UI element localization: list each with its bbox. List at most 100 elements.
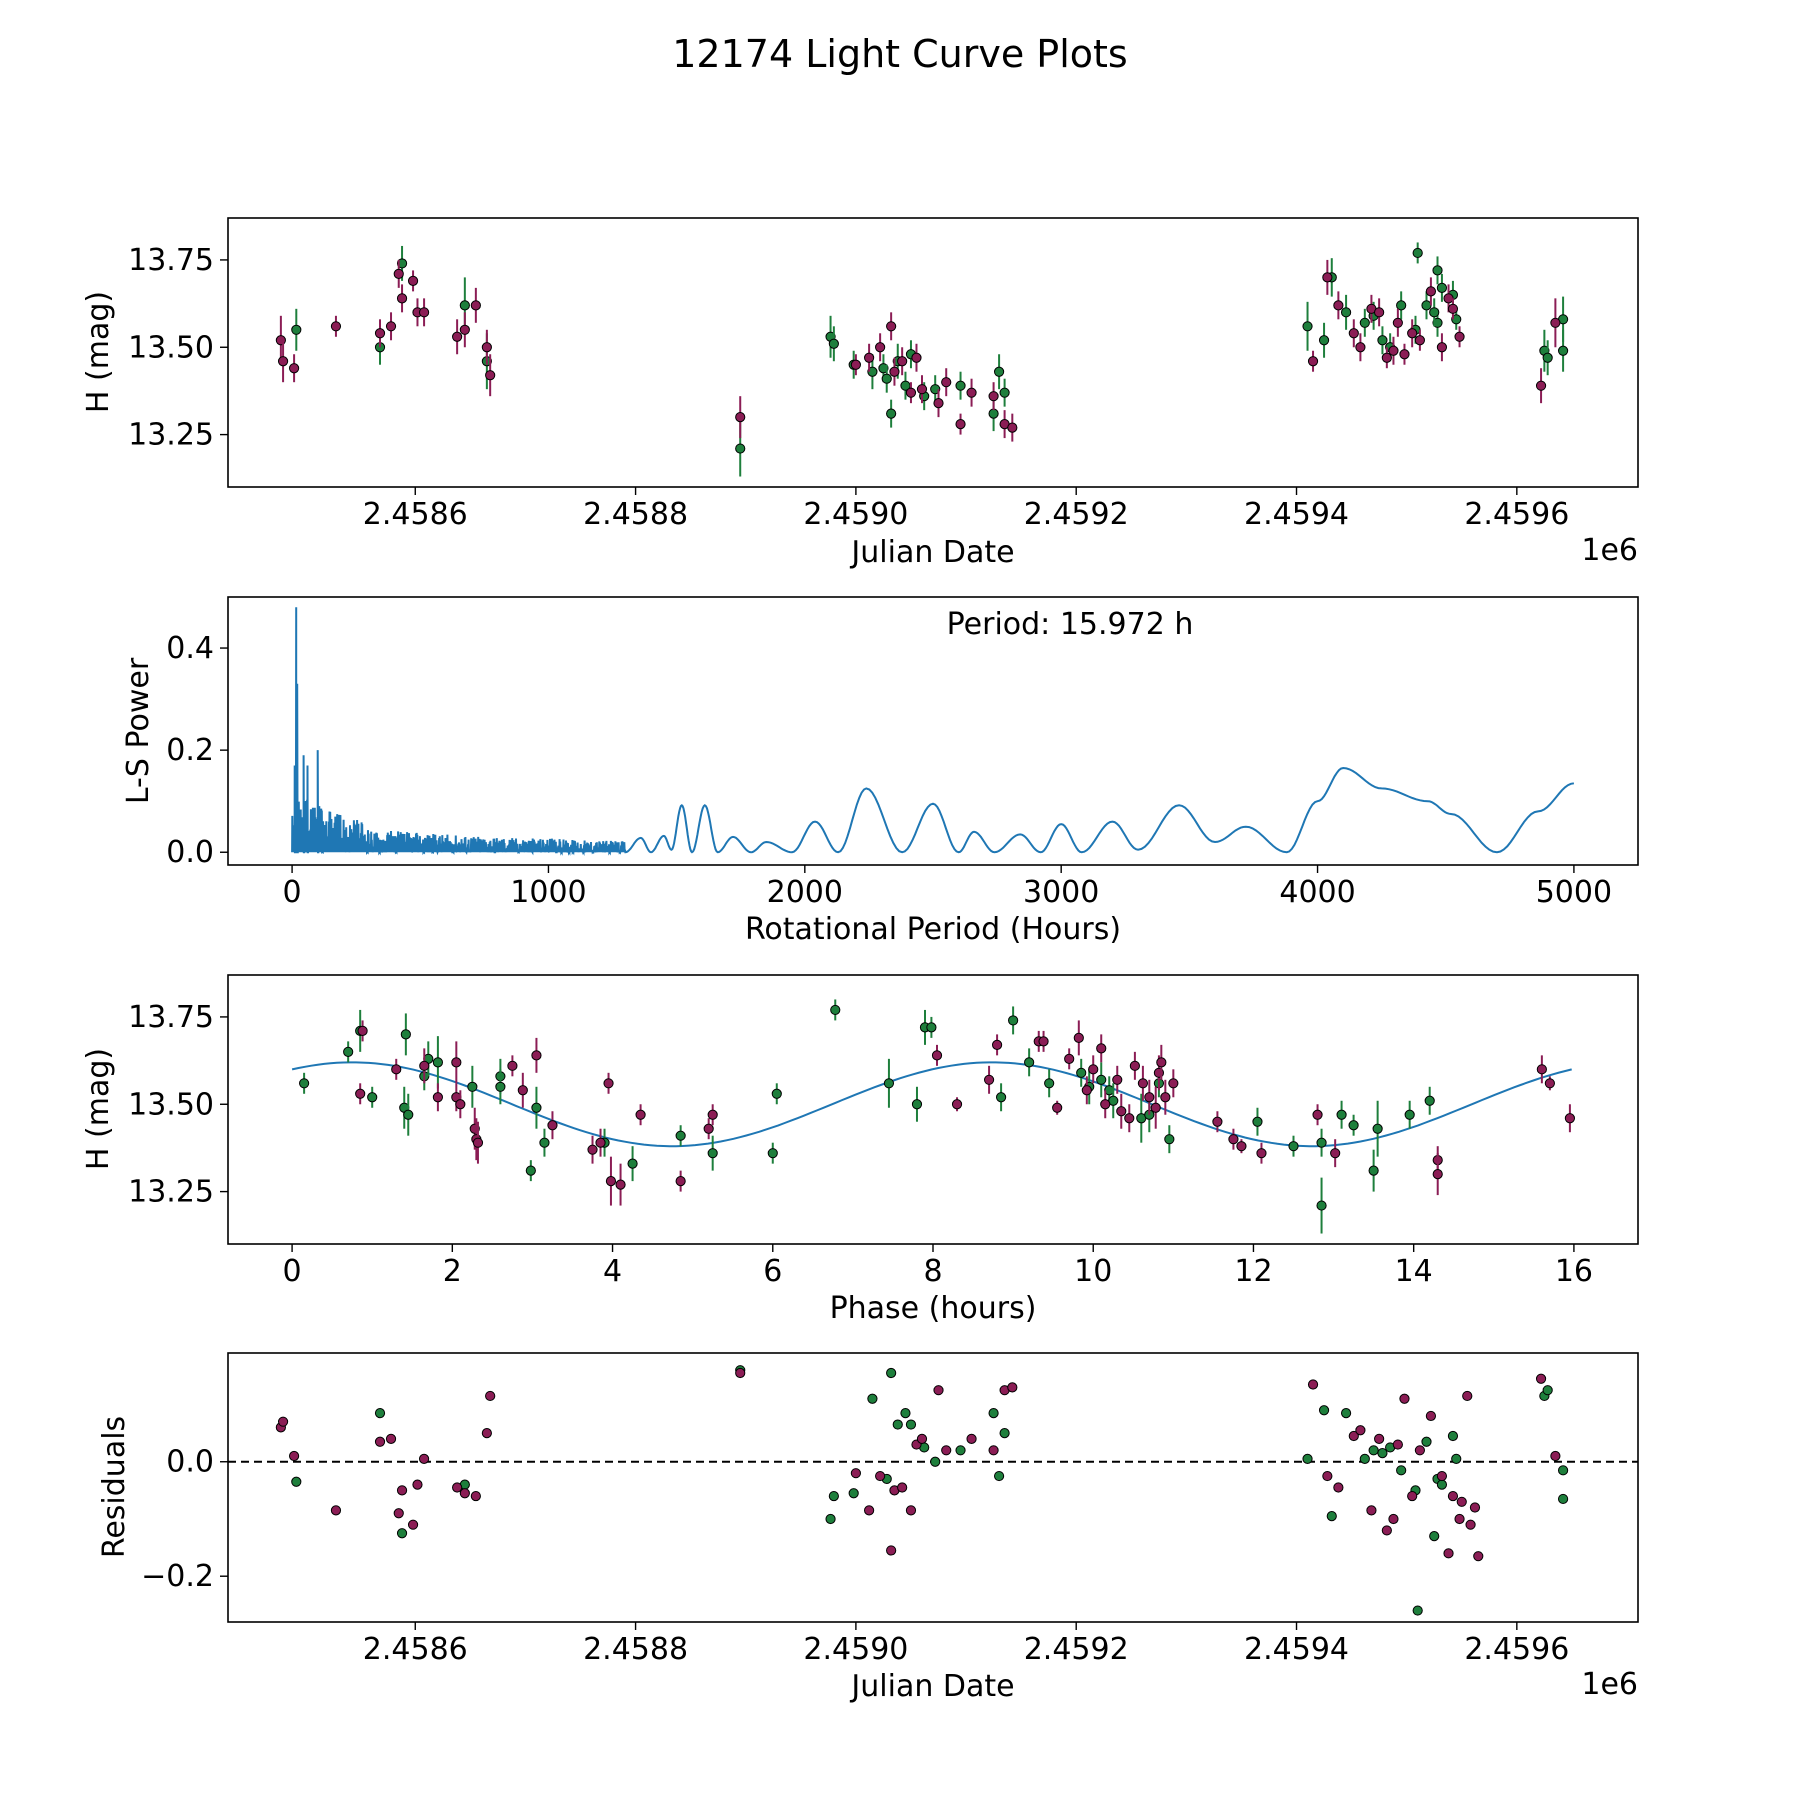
green-data-point xyxy=(1396,300,1407,311)
x-ticks: 0 2 4 6 8 10 12 14 16 xyxy=(283,1244,1593,1289)
purple-data-point xyxy=(1407,328,1418,339)
green-data-point xyxy=(1076,1067,1087,1078)
x-tick-label: 2.4594 xyxy=(1244,1632,1349,1667)
x-axis-label: Julian Date xyxy=(849,535,1014,570)
x-axis-label: Julian Date xyxy=(849,1669,1014,1704)
purple-data-point xyxy=(1443,293,1454,304)
purple-data-point xyxy=(412,1479,423,1490)
periodogram-marks xyxy=(291,607,1575,856)
x-tick-label: 2.4592 xyxy=(1024,497,1129,532)
green-data-point xyxy=(343,1046,354,1057)
green-data-point xyxy=(930,384,941,395)
green-data-point xyxy=(926,1022,937,1033)
green-data-point xyxy=(955,380,966,391)
purple-data-point xyxy=(517,1085,528,1096)
x-ticks: 2.4586 2.4588 2.4590 2.4592 2.4594 2.4596 xyxy=(363,487,1569,532)
purple-data-point xyxy=(966,1433,977,1444)
plot-frame xyxy=(227,974,1639,1245)
green-data-point xyxy=(1377,1448,1388,1459)
purple-data-point xyxy=(1124,1113,1135,1124)
purple-data-point xyxy=(452,331,463,342)
green-data-point xyxy=(1164,1134,1175,1145)
purple-data-point xyxy=(1333,300,1344,311)
green-data-point xyxy=(905,1419,917,1430)
purple-data-point xyxy=(707,1109,718,1120)
purple-data-point xyxy=(675,1176,686,1187)
purple-data-point xyxy=(1007,1382,1018,1393)
green-data-point xyxy=(1396,1465,1407,1476)
green-data-point xyxy=(767,1148,778,1159)
green-data-point xyxy=(1302,1453,1313,1464)
purple-data-point xyxy=(1236,1141,1247,1152)
purple-data-point xyxy=(1381,352,1392,363)
x-tick-label: 4 xyxy=(603,1254,622,1289)
y-tick-label: 13.50 xyxy=(128,1087,214,1122)
purple-data-point xyxy=(635,1109,646,1120)
purple-data-point xyxy=(1432,1169,1443,1180)
figure-title: 12174 Light Curve Plots xyxy=(672,32,1127,76)
purple-data-point xyxy=(432,1092,443,1103)
green-data-point xyxy=(1429,1531,1440,1542)
plot-frame xyxy=(227,217,1639,488)
purple-data-point xyxy=(1330,1148,1341,1159)
green-data-point xyxy=(1340,307,1352,318)
purple-data-point xyxy=(452,1482,463,1493)
green-data-point xyxy=(878,363,889,374)
purple-data-point xyxy=(451,1057,462,1068)
x-tick-label: 14 xyxy=(1395,1254,1433,1289)
purple-data-point xyxy=(1425,1410,1437,1422)
green-data-point xyxy=(1316,1200,1327,1211)
purple-data-point xyxy=(988,391,999,402)
x-tick-label: 0 xyxy=(283,875,302,910)
purple-data-point xyxy=(1535,380,1547,391)
green-data-point xyxy=(531,1102,542,1113)
green-data-point xyxy=(1044,1078,1055,1089)
purple-data-point xyxy=(1392,317,1403,328)
purple-data-point xyxy=(1052,1102,1063,1113)
purple-data-point xyxy=(470,1490,481,1502)
green-data-point xyxy=(1316,1137,1327,1148)
purple-data-point xyxy=(931,1050,943,1061)
green-data-point xyxy=(467,1081,478,1092)
purple-data-point xyxy=(735,412,746,423)
green-data-point xyxy=(828,338,839,349)
green-data-point xyxy=(1348,1120,1359,1131)
x-tick-label: 2.4592 xyxy=(1024,1632,1129,1667)
green-data-point xyxy=(403,1109,414,1120)
purple-data-point xyxy=(1443,1548,1454,1559)
purple-data-point xyxy=(481,1428,492,1439)
y-axis-label: H (mag) xyxy=(81,291,116,413)
purple-data-point xyxy=(393,268,404,279)
green-data-point xyxy=(1451,314,1462,325)
x-tick-label: 4000 xyxy=(1279,875,1355,910)
green-data-point xyxy=(539,1137,550,1148)
green-data-point xyxy=(930,1456,941,1467)
model-fit-curve xyxy=(291,1061,1572,1148)
green-data-point xyxy=(999,1428,1010,1439)
green-data-point xyxy=(955,1445,966,1456)
purple-data-point xyxy=(1168,1078,1179,1089)
purple-data-point xyxy=(1322,272,1333,283)
purple-data-point xyxy=(330,1505,342,1516)
green-data-point xyxy=(848,1488,859,1499)
purple-data-point xyxy=(941,377,952,388)
purple-data-point xyxy=(1388,1513,1399,1525)
green-data-point xyxy=(1377,335,1388,346)
purple-data-point xyxy=(391,1064,402,1075)
purple-data-point xyxy=(407,275,419,286)
green-data-point xyxy=(1436,1479,1448,1490)
green-data-point xyxy=(291,1476,302,1487)
green-data-point xyxy=(886,408,897,419)
purple-data-point xyxy=(1116,1106,1127,1117)
panel-periodogram: 0 1000 2000 3000 4000 5000 0.0 0.2 0.4 Period: … xyxy=(121,596,1639,947)
purple-data-point xyxy=(1456,1496,1467,1507)
green-data-point xyxy=(1542,352,1553,363)
purple-data-point xyxy=(1333,1482,1344,1493)
purple-data-point xyxy=(1212,1116,1223,1127)
purple-data-point xyxy=(1307,1379,1319,1390)
green-data-point xyxy=(1024,1057,1035,1068)
purple-data-point xyxy=(1425,286,1437,297)
period-annotation: Period: 15.972 h xyxy=(947,607,1194,642)
purple-data-point xyxy=(419,1060,430,1071)
purple-data-point xyxy=(875,1470,886,1482)
